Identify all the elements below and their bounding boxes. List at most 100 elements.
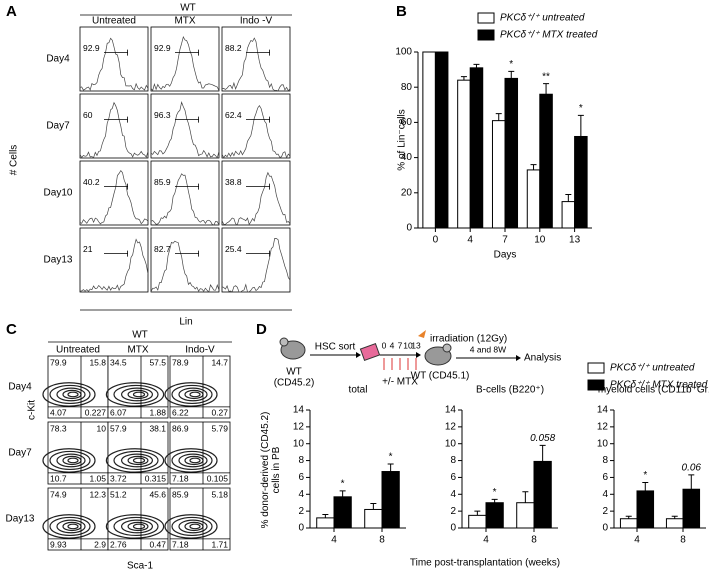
bar xyxy=(516,502,535,529)
quadrant-value: 2.76 xyxy=(110,539,127,549)
contour xyxy=(189,457,201,464)
arrowhead xyxy=(356,352,361,358)
histogram-frame xyxy=(221,26,291,92)
x-axis-label: Days xyxy=(494,250,517,261)
contour xyxy=(113,450,159,471)
quadrant-value: 0.47 xyxy=(149,539,166,549)
significance: * xyxy=(389,452,393,463)
error-bar xyxy=(473,63,480,68)
arrowhead xyxy=(516,355,521,361)
error-bar xyxy=(322,514,329,518)
error-bar xyxy=(688,474,695,490)
y-tick-label: 80 xyxy=(401,82,413,93)
y-tick-label: 6 xyxy=(298,472,304,483)
contour xyxy=(42,448,96,473)
day-label: 0 xyxy=(382,340,387,350)
y-axis-label: % donor-derived (CD45.2)cells in PB xyxy=(260,412,282,529)
contour xyxy=(49,450,91,471)
legend-swatch xyxy=(477,12,495,24)
x-tick-label: 13 xyxy=(569,235,581,246)
contour xyxy=(171,450,213,471)
histogram-curve xyxy=(221,171,291,226)
bar xyxy=(561,201,576,229)
legend-label: PKCδ⁺/⁺ untreated xyxy=(610,363,695,374)
x-axis-label: Sca-1 xyxy=(127,561,154,572)
gate-value: 38.8 xyxy=(225,177,242,187)
quadrant-value: 0.105 xyxy=(207,473,229,483)
panel-label: D xyxy=(256,321,267,338)
bar xyxy=(457,79,471,229)
contour xyxy=(178,519,208,534)
chart-title: B-cells (B220⁺) xyxy=(476,385,544,396)
y-tick-label: 4 xyxy=(298,489,304,500)
histogram-frame xyxy=(221,160,291,226)
bar xyxy=(574,135,588,229)
donor-strain: (CD45.2) xyxy=(274,378,315,389)
quadrant-value: 1.71 xyxy=(211,539,228,549)
histogram-frame xyxy=(79,160,149,226)
error-bar xyxy=(522,491,529,503)
error-bar xyxy=(491,498,498,503)
error-bar xyxy=(625,515,632,519)
significance: 0.06 xyxy=(682,463,702,474)
y-tick-label: 4 xyxy=(450,489,456,500)
y-tick-label: 8 xyxy=(602,455,608,466)
contour xyxy=(127,455,149,466)
y-tick-label: 0 xyxy=(450,523,456,534)
gate-value: 40.2 xyxy=(83,177,100,187)
quadrant-value: 2.9 xyxy=(94,539,106,549)
quadrant-value: 0.227 xyxy=(85,407,107,417)
significance: ** xyxy=(542,71,550,82)
panel-label: B xyxy=(396,3,407,20)
y-axis-label: c-Kit xyxy=(27,400,38,420)
quadrant-value: 85.9 xyxy=(172,489,189,499)
histogram-curve xyxy=(150,35,220,92)
histogram-curve xyxy=(221,37,291,92)
quadrant-value: 5.79 xyxy=(211,423,228,433)
y-axis-label-line: cells in PB xyxy=(271,446,282,493)
gate-value: 62.4 xyxy=(225,110,242,120)
x-axis-label: Time post-transplantation (weeks) xyxy=(410,558,560,569)
gate-value: 21 xyxy=(83,244,93,254)
histogram-curve xyxy=(221,238,291,293)
quadrant-value: 1.05 xyxy=(89,473,106,483)
quadrant-value: 14.7 xyxy=(211,357,228,367)
y-tick-label: 8 xyxy=(450,455,456,466)
y-tick-label: 40 xyxy=(401,152,413,163)
contour xyxy=(49,384,91,405)
timepoints: 4 and 8W xyxy=(470,344,506,354)
histogram-frame xyxy=(79,227,149,293)
quadrant-value: 7.18 xyxy=(172,473,189,483)
histogram-frame xyxy=(221,93,291,159)
y-tick-label: 8 xyxy=(298,455,304,466)
error-bar xyxy=(370,503,377,510)
bar xyxy=(491,120,506,229)
y-tick-label: 60 xyxy=(401,117,413,128)
contour xyxy=(189,523,201,530)
y-tick-label: 14 xyxy=(597,405,609,416)
legend-label: PKCδ⁺/⁺ MTX treated xyxy=(500,30,598,41)
histogram-frame xyxy=(79,93,149,159)
y-axis-label: % of Lin⁻cells xyxy=(397,109,408,170)
contour xyxy=(42,382,96,407)
error-bar xyxy=(671,515,678,519)
contour xyxy=(49,516,91,537)
contour xyxy=(120,387,153,402)
quadrant-value: 78.3 xyxy=(50,423,67,433)
bar xyxy=(434,51,449,229)
quadrant-value: 86.9 xyxy=(172,423,189,433)
histogram-curve xyxy=(221,104,291,159)
quadrant-value: 12.3 xyxy=(89,489,106,499)
contour xyxy=(113,384,159,405)
contour xyxy=(120,453,153,468)
contour xyxy=(105,382,165,407)
error-bar xyxy=(508,70,515,79)
y-tick-label: 6 xyxy=(450,472,456,483)
mouse-ear xyxy=(442,343,452,353)
error-bar xyxy=(642,481,649,491)
histogram-curve xyxy=(79,37,149,91)
y-tick-label: 12 xyxy=(293,421,305,432)
contour xyxy=(105,514,165,539)
arrowhead xyxy=(416,352,421,358)
y-tick-label: 0 xyxy=(406,223,412,234)
